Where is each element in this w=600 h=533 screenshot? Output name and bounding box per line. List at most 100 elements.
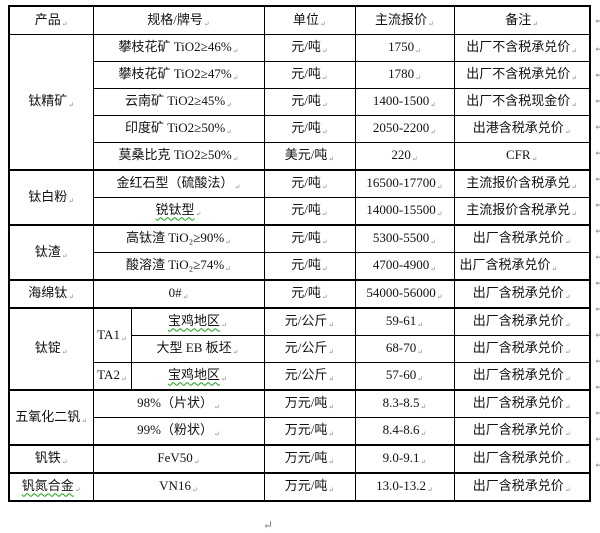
row-end-paragraph-mark: ↵ (594, 433, 600, 445)
row-end-paragraph-mark: ↵ (594, 121, 600, 133)
price-text: 220 (391, 147, 411, 163)
spec-text: 金红石型（硫酸法） (116, 175, 234, 191)
spec-text: 莫桑比克 TiO2≥50% (118, 147, 232, 163)
cell-end-mark: ↵ (415, 74, 421, 83)
product-text: 钛白粉 (28, 188, 68, 204)
grade-cell: TA1↵ (92, 307, 132, 363)
header-spec-label: 规格/牌号 (147, 11, 203, 27)
price-cell: 14000-15500↵ (354, 197, 455, 226)
cell-end-mark: ↵ (426, 486, 433, 495)
price-text: 1750 (388, 39, 415, 55)
spec-cell: 莫桑比克 TiO2≥50%↵ (92, 142, 265, 171)
price-cell: 57-60↵ (354, 362, 455, 391)
cell-end-mark: ↵ (232, 155, 239, 164)
product-cell: 钛渣↵ (8, 224, 94, 281)
header-price: 主流报价↵ (354, 5, 455, 35)
price-text: 59-61 (385, 313, 417, 329)
note-text: 出厂含税承兑价 (472, 450, 564, 466)
row-end-paragraph-mark: ↵ (594, 303, 600, 315)
product-text: 钛渣 (34, 243, 61, 259)
cell-end-mark: ↵ (321, 210, 328, 219)
header-unit-label: 单位 (293, 11, 320, 27)
price-text: 57-60 (385, 367, 417, 383)
product-text: 钛锭 (34, 340, 61, 356)
unit-cell: 万元/吨↵ (263, 444, 356, 474)
price-text: 8.4-8.6 (382, 422, 420, 438)
spec-text: FeV50 (157, 450, 193, 466)
note-cell: 出厂不含税承兑价↵ (453, 34, 591, 62)
cell-end-mark: ↵ (81, 416, 88, 425)
unit-cell: 元/吨↵ (263, 61, 356, 89)
product-text: 钒铁 (34, 450, 61, 466)
header-note: 备注↵ (453, 5, 591, 35)
price-table: 产品↵ 规格/牌号↵ 单位↵ 主流报价↵ 备注↵ 钛精矿↵ 攀枝花矿 TiO2≥4… (8, 5, 591, 502)
paragraph-marks-column: ↵ ↵ ↵ ↵ ↵ ↵ ↵ ↵ ↵ ↵ ↵ ↵ ↵ ↵ ↵ ↵ ↵ ↵ (591, 5, 600, 478)
product-cell: 钒氮合金↵ (8, 472, 94, 502)
row-end-paragraph-mark: ↵ (594, 407, 600, 419)
unit-cell: 元/公斤↵ (263, 335, 356, 363)
cell-end-mark: ↵ (571, 74, 578, 83)
note-cell: 主流报价含税承兑↵ (453, 197, 591, 226)
cell-end-mark: ↵ (328, 430, 335, 439)
unit-cell: 元/公斤↵ (263, 307, 356, 336)
cell-end-mark: ↵ (203, 19, 210, 28)
unit-cell: 元/吨↵ (263, 252, 356, 281)
note-cell: 出厂含税承兑价↵ (453, 444, 591, 474)
table-row: TA2↵ 宝鸡地区↵ 元/公斤↵ 57-60↵ 出厂含税承兑价↵ (9, 362, 591, 391)
cell-end-mark: ↵ (221, 321, 227, 330)
price-cell: 54000-56000↵ (354, 279, 455, 309)
cell-end-mark: ↵ (417, 321, 424, 330)
row-end-paragraph-mark: ↵ (594, 15, 600, 27)
note-text: 出厂含税承兑价 (472, 285, 564, 301)
cell-end-mark: ↵ (321, 74, 328, 83)
unit-text: 万元/吨 (284, 395, 328, 411)
note-text: 出厂不含税承兑价 (466, 39, 571, 55)
price-text: 13.0-13.2 (376, 478, 426, 494)
note-cell: 出厂含税承兑价↵ (453, 389, 591, 418)
cell-end-mark: ↵ (411, 155, 418, 164)
cell-end-mark: ↵ (420, 430, 427, 439)
row-end-paragraph-mark: ↵ (594, 251, 600, 263)
price-text: 8.3-8.5 (382, 395, 420, 411)
unit-text: 元/吨 (291, 93, 321, 109)
cell-end-mark: ↵ (564, 375, 571, 384)
spec-text: VN16 (159, 478, 191, 494)
cell-end-mark: ↵ (564, 403, 571, 412)
note-text: 出厂含税承兑价 (472, 478, 564, 494)
spec-text: 98%（片状） (137, 395, 213, 411)
note-cell: 出港含税承兑价↵ (453, 115, 591, 143)
unit-text: 万元/吨 (284, 478, 328, 494)
cell-end-mark: ↵ (564, 128, 571, 137)
product-text: 钒氮合金 (21, 478, 74, 494)
note-cell: 出厂含税承兑价↵ (453, 362, 591, 391)
row-end-paragraph-mark: ↵ (594, 173, 600, 185)
cell-end-mark: ↵ (120, 334, 127, 343)
cell-end-mark: ↵ (328, 403, 335, 412)
cell-end-mark: ↵ (436, 293, 443, 302)
cell-end-mark: ↵ (120, 375, 127, 384)
row-end-paragraph-mark: ↵ (594, 381, 600, 393)
spec-cell: 攀枝花矿 TiO2≥47%↵ (92, 61, 265, 89)
price-cell: 2050-2200↵ (354, 115, 455, 143)
header-row: 产品↵ 规格/牌号↵ 单位↵ 主流报价↵ 备注↵ (8, 5, 591, 35)
header-unit: 单位↵ (263, 5, 356, 35)
cell-end-mark: ↵ (182, 293, 189, 302)
cell-end-mark: ↵ (531, 155, 538, 164)
unit-text: 美元/吨 (284, 147, 328, 163)
cell-end-mark: ↵ (564, 486, 571, 495)
table-row: 钛渣↵ 高钛渣 TiO₂≥90%↵ 元/吨↵ 5300-5500↵ 出厂含税承兑价↵ (8, 224, 591, 281)
unit-cell: 元/吨↵ (263, 224, 356, 253)
cell-end-mark: ↵ (564, 430, 571, 439)
cell-end-mark: ↵ (225, 265, 232, 274)
note-text: 出厂含税承兑价 (472, 230, 564, 246)
cell-end-mark: ↵ (61, 19, 68, 28)
unit-cell: 元/吨↵ (263, 279, 356, 309)
cell-end-mark: ↵ (415, 47, 421, 56)
row-end-paragraph-mark: ↵ (594, 95, 600, 107)
price-text: 54000-56000 (366, 285, 436, 301)
price-cell: 59-61↵ (354, 307, 455, 336)
unit-text: 万元/吨 (284, 422, 328, 438)
spec-cell: 高钛渣 TiO₂≥90%↵ (92, 224, 265, 253)
cell-end-mark: ↵ (571, 47, 578, 56)
grade-text: TA1 (97, 326, 120, 342)
